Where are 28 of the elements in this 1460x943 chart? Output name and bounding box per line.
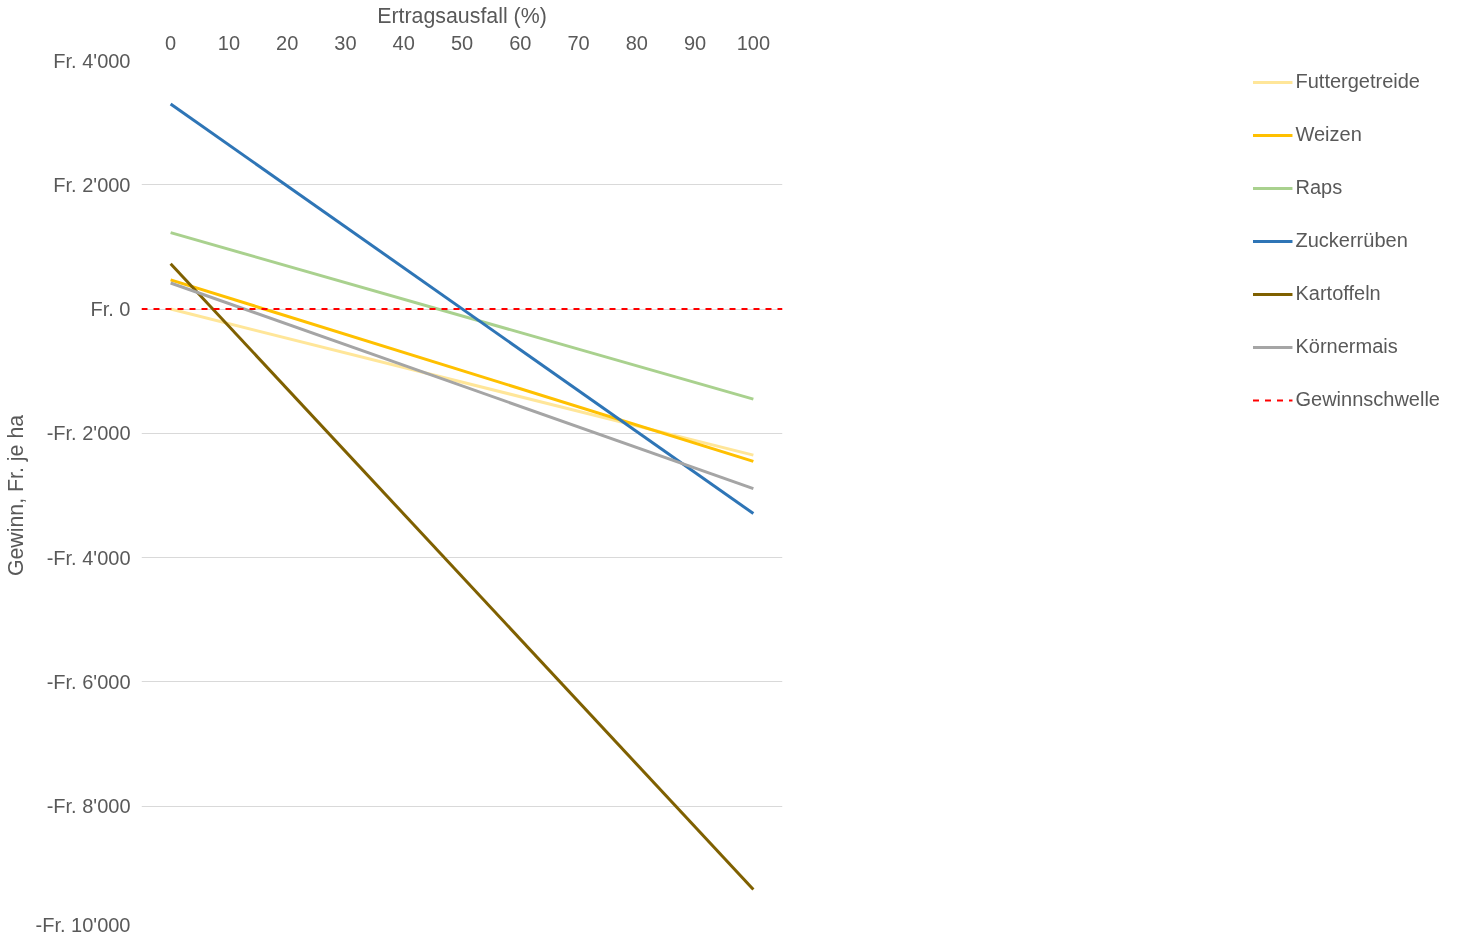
x-tick-label: 0	[165, 31, 177, 54]
legend-label: Körnermais	[1295, 335, 1398, 358]
legend-label: Weizen	[1295, 123, 1362, 146]
y-tick-label: -Fr. 2'000	[46, 422, 131, 445]
x-tick-label: 50	[450, 31, 474, 54]
legend-label: Raps	[1295, 176, 1343, 199]
y-tick-label: Fr. 0	[90, 298, 131, 321]
y-tick-label: -Fr. 4'000	[46, 546, 131, 569]
x-tick-label: 10	[217, 31, 241, 54]
y-tick-label: -Fr. 10'000	[35, 913, 131, 936]
x-tick-label: 90	[683, 31, 707, 54]
x-tick-label: 40	[392, 31, 415, 54]
y-axis-title: Gewinn, Fr. je ha	[3, 414, 28, 577]
legend-label: Gewinnschwelle	[1295, 388, 1440, 411]
x-tick-label: 60	[509, 31, 532, 54]
y-tick-label: -Fr. 8'000	[46, 795, 131, 818]
y-tick-label: -Fr. 6'000	[46, 670, 131, 693]
y-tick-label: Fr. 4'000	[53, 49, 131, 72]
x-tick-label: 100	[736, 31, 771, 54]
x-tick-label: 70	[567, 31, 590, 54]
legend-label: Futtergetreide	[1295, 70, 1420, 93]
x-tick-label: 20	[276, 31, 299, 54]
legend-label: Zuckerrüben	[1295, 229, 1408, 252]
legend-label: Kartoffeln	[1295, 282, 1381, 305]
y-tick-label: Fr. 2'000	[53, 173, 131, 196]
x-tick-label: 30	[334, 31, 357, 54]
x-tick-label: 80	[625, 31, 648, 54]
x-axis-title: Ertragsausfall (%)	[377, 3, 547, 28]
